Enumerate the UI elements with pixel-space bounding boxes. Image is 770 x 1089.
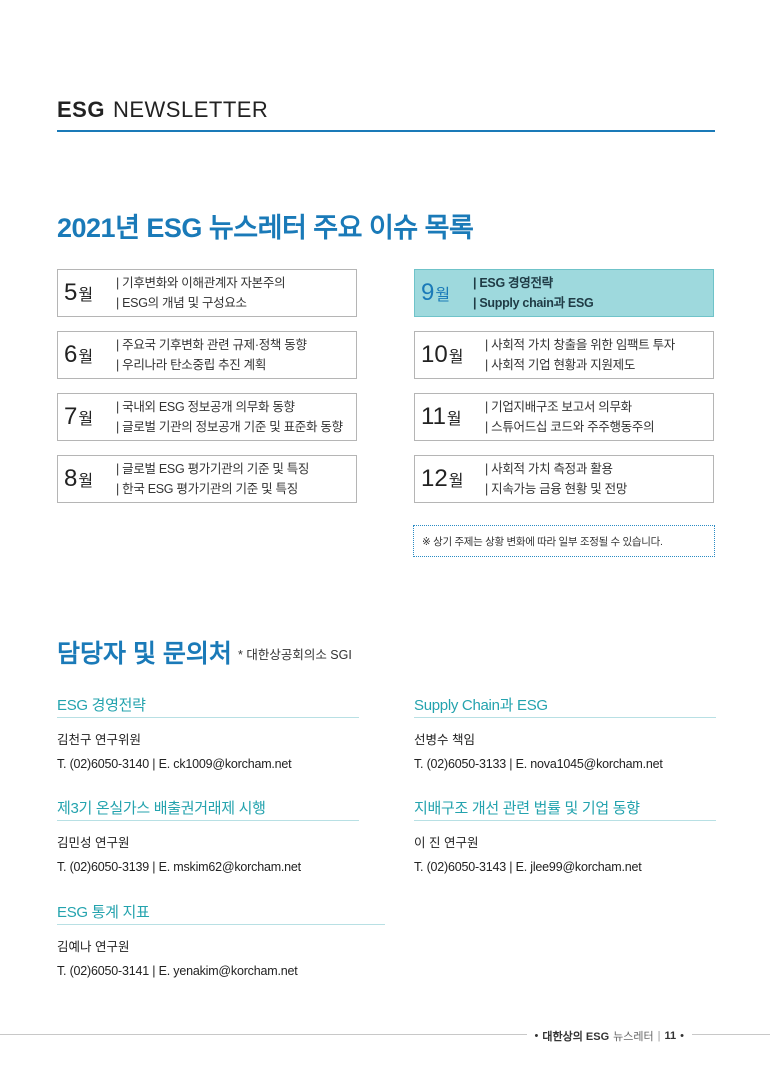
contact-info: T. (02)6050-3143 | E. jlee99@korcham.net xyxy=(414,860,642,874)
page-footer: • 대한상의 ESG 뉴스레터 | 11 • xyxy=(526,1028,692,1044)
section-title: 2021년 ESG 뉴스레터 주요 이슈 목록 xyxy=(57,213,474,243)
issue-month: 12 월 xyxy=(421,465,464,492)
contact-info: T. (02)6050-3139 | E. mskim62@korcham.ne… xyxy=(57,860,301,874)
contact-block: ESG 통계 지표 김예나 연구원 T. (02)6050-3141 | E. … xyxy=(57,901,385,978)
issue-topic: Supply chain과 ESG xyxy=(473,293,593,313)
issue-topic: 지속가능 금융 현황 및 전망 xyxy=(485,479,627,499)
issue-box-may: 5월 기후변화와 이해관계자 자본주의 ESG의 개념 및 구성요소 xyxy=(57,269,357,317)
issue-topics: 기업지배구조 보고서 의무화 스튜어드십 코드와 주주행동주의 xyxy=(485,397,654,437)
contact-block: 제3기 온실가스 배출권거래제 시행 김민성 연구원 T. (02)6050-3… xyxy=(57,797,359,874)
contact-block: 지배구조 개선 관련 법률 및 기업 동향 이 진 연구원 T. (02)605… xyxy=(414,797,716,874)
issue-topic: 스튜어드십 코드와 주주행동주의 xyxy=(485,417,654,437)
issue-topic: 글로벌 기관의 정보공개 기준 및 표준화 동향 xyxy=(116,417,343,437)
issue-box-november: 11월 기업지배구조 보고서 의무화 스튜어드십 코드와 주주행동주의 xyxy=(414,393,714,441)
issue-topic: ESG의 개념 및 구성요소 xyxy=(116,293,285,313)
issue-topics: 주요국 기후변화 관련 규제·정책 동향 우리나라 탄소중립 추진 계획 xyxy=(116,335,307,375)
footer-newsletter: 뉴스레터 xyxy=(613,1031,654,1043)
issue-topics: 사회적 가치 측정과 활용 지속가능 금융 현황 및 전망 xyxy=(485,459,627,499)
issue-topic: 기후변화와 이해관계자 자본주의 xyxy=(116,273,285,293)
issue-topics: 기후변화와 이해관계자 자본주의 ESG의 개념 및 구성요소 xyxy=(116,273,285,313)
issue-topic: ESG 경영전략 xyxy=(473,273,593,293)
contact-info: T. (02)6050-3140 | E. ck1009@korcham.net xyxy=(57,757,292,771)
contact-category: 제3기 온실가스 배출권거래제 시행 xyxy=(57,797,359,821)
bullet-icon: • xyxy=(534,1030,539,1042)
page-number: 11 xyxy=(664,1030,677,1042)
issue-topics: 사회적 가치 창출을 위한 임팩트 투자 사회적 기업 현황과 지원제도 xyxy=(485,335,675,375)
issue-topic: 사회적 기업 현황과 지원제도 xyxy=(485,355,675,375)
issue-topic: 주요국 기후변화 관련 규제·정책 동향 xyxy=(116,335,307,355)
issue-topic: 우리나라 탄소중립 추진 계획 xyxy=(116,355,307,375)
contact-category: ESG 통계 지표 xyxy=(57,901,385,925)
issue-topics: 글로벌 ESG 평가기관의 기준 및 특징 한국 ESG 평가기관의 기준 및 … xyxy=(116,459,309,499)
header-brand: ESG xyxy=(57,97,105,122)
contact-name: 선병수 책임 xyxy=(414,733,475,747)
issue-box-august: 8월 글로벌 ESG 평가기관의 기준 및 특징 한국 ESG 평가기관의 기준… xyxy=(57,455,357,503)
issue-topics: 국내외 ESG 정보공개 의무화 동향 글로벌 기관의 정보공개 기준 및 표준… xyxy=(116,397,343,437)
issue-topic: 사회적 가치 측정과 활용 xyxy=(485,459,627,479)
header-title-text: NEWSLETTER xyxy=(112,97,269,122)
notice-box: ※ 상기 주제는 상황 변화에 따라 일부 조정될 수 있습니다. xyxy=(413,525,715,557)
issue-month: 10 월 xyxy=(421,341,464,368)
contacts-org: * 대한상공회의소 SGI xyxy=(238,648,352,662)
contact-name: 김천구 연구위원 xyxy=(57,733,141,747)
contact-category: 지배구조 개선 관련 법률 및 기업 동향 xyxy=(414,797,716,821)
contact-info: T. (02)6050-3133 | E. nova1045@korcham.n… xyxy=(414,757,663,771)
contact-block: Supply Chain과 ESG 선병수 책임 T. (02)6050-313… xyxy=(414,694,716,771)
contact-name: 이 진 연구원 xyxy=(414,836,479,850)
footer-separator: | xyxy=(657,1030,661,1042)
issue-topic: 기업지배구조 보고서 의무화 xyxy=(485,397,654,417)
newsletter-header: ESG NEWSLETTER xyxy=(57,96,715,132)
issue-topic: 사회적 가치 창출을 위한 임팩트 투자 xyxy=(485,335,675,355)
issue-topic: 한국 ESG 평가기관의 기준 및 특징 xyxy=(116,479,309,499)
issue-box-september: 9월 ESG 경영전략 Supply chain과 ESG xyxy=(414,269,714,317)
contact-name: 김예나 연구원 xyxy=(57,940,130,954)
contact-block: ESG 경영전략 김천구 연구위원 T. (02)6050-3140 | E. … xyxy=(57,694,359,771)
issue-month: 11 월 xyxy=(421,403,462,430)
contact-name: 김민성 연구원 xyxy=(57,836,130,850)
issue-topic: 글로벌 ESG 평가기관의 기준 및 특징 xyxy=(116,459,309,479)
contact-info: T. (02)6050-3141 | E. yenakim@korcham.ne… xyxy=(57,964,298,978)
issue-topics: ESG 경영전략 Supply chain과 ESG xyxy=(473,273,593,313)
issue-box-july: 7월 국내외 ESG 정보공개 의무화 동향 글로벌 기관의 정보공개 기준 및… xyxy=(57,393,357,441)
bullet-icon: • xyxy=(680,1030,684,1042)
header-title: ESG NEWSLETTER xyxy=(57,96,715,124)
issue-topic: 국내외 ESG 정보공개 의무화 동향 xyxy=(116,397,343,417)
contacts-title: 담당자 및 문의처 xyxy=(57,640,232,668)
contact-category: Supply Chain과 ESG xyxy=(414,694,716,718)
issue-box-june: 6월 주요국 기후변화 관련 규제·정책 동향 우리나라 탄소중립 추진 계획 xyxy=(57,331,357,379)
issue-box-december: 12월 사회적 가치 측정과 활용 지속가능 금융 현황 및 전망 xyxy=(414,455,714,503)
contact-category: ESG 경영전략 xyxy=(57,694,359,718)
footer-publisher: 대한상의 ESG xyxy=(542,1031,610,1043)
issue-box-october: 10월 사회적 가치 창출을 위한 임팩트 투자 사회적 기업 현황과 지원제도 xyxy=(414,331,714,379)
footer-divider xyxy=(0,1034,770,1035)
